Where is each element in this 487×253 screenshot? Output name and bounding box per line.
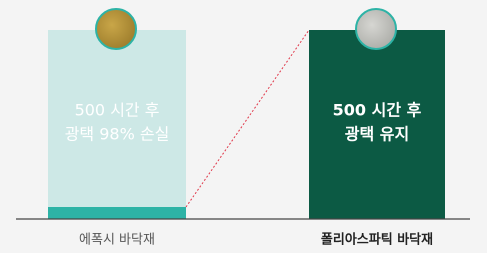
epoxy-line: 광택 98% 손실 bbox=[65, 125, 170, 144]
polyaspartic-label: 폴리아스파틱 바닥재 bbox=[321, 232, 433, 248]
polyaspartic-line: 500 시간 후 bbox=[333, 101, 422, 120]
comparison: 500 시간 후 광택 98% 손실 500 시간 후 광택 유지 에폭시 바닥… bbox=[0, 0, 487, 253]
epoxy-remaining bbox=[48, 207, 186, 219]
page: 500 시간 후 광택 98% 손실 500 시간 후 광택 유지 에폭시 바닥… bbox=[0, 0, 487, 253]
polyaspartic-sample bbox=[356, 9, 396, 49]
epoxy-sample bbox=[96, 9, 136, 49]
polyaspartic-line: 광택 유지 bbox=[345, 125, 409, 144]
epoxy-label: 에폭시 바닥재 bbox=[79, 233, 155, 248]
epoxy-line: 500 시간 후 bbox=[75, 101, 160, 120]
